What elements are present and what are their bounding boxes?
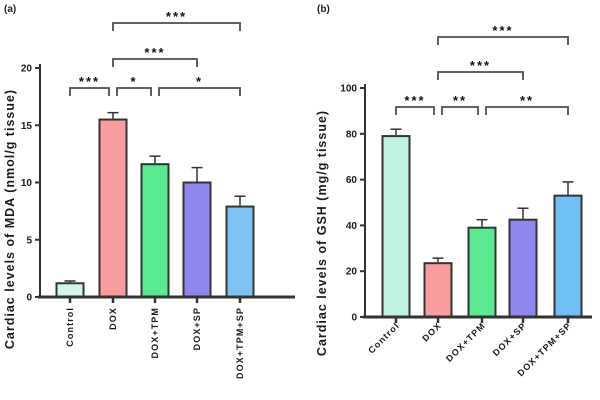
sig-stars: **: [520, 93, 534, 108]
sig-bracket: [441, 106, 479, 115]
x-category-label-Control: Control: [65, 307, 75, 347]
bar-DOX+SP: [182, 181, 212, 298]
sig-stars: ***: [79, 74, 100, 89]
y-tick-label: 15: [21, 121, 33, 132]
sig-bracket: [112, 58, 198, 67]
x-category-label-DOX: DOX: [420, 320, 443, 343]
sig-stars: *: [130, 74, 137, 89]
sig-bracket: [69, 87, 110, 96]
y-tick-label: 10: [21, 178, 33, 189]
bar-DOX+TPM+SP: [553, 194, 583, 319]
sig-stars: ***: [404, 93, 425, 108]
bar-Control: [55, 282, 85, 299]
chart-a-plot-area: 0 5 10 15 20 Control DOX DOX+TPM DOX+SP DOX+TPM+S…: [21, 9, 295, 379]
x-category-label-DOX+SP: DOX+SP: [491, 320, 529, 358]
chart-a: (a) Cardiac levels of MDA (nmol/g tissue…: [3, 4, 295, 379]
sig-stars: ***: [492, 23, 513, 38]
sig-bracket: [395, 106, 435, 115]
x-category-label-DOX: DOX: [108, 307, 118, 330]
sig-bracket: [485, 106, 569, 115]
x-category-label-DOX+TPM+SP: DOX+TPM+SP: [235, 307, 245, 379]
bar-DOX+SP: [508, 218, 538, 318]
sig-bracket: [158, 87, 241, 96]
sig-bracket: [437, 36, 569, 45]
bar-DOX+TPM+SP: [225, 205, 255, 298]
y-tick-label: 100: [340, 84, 357, 95]
x-category-label-DOX+TPM: DOX+TPM: [444, 320, 487, 363]
bar-DOX: [423, 262, 453, 318]
chart-a-y-axis-title: Cardiac levels of MDA (nmol/g tissue): [3, 89, 17, 349]
x-category-label-Control: Control: [366, 320, 401, 355]
y-tick-label: 40: [346, 221, 358, 232]
sig-stars: *: [196, 74, 203, 89]
x-category-label-DOX+TPM: DOX+TPM: [150, 307, 160, 358]
sig-stars: ***: [470, 58, 491, 73]
bar-DOX+TPM: [140, 163, 170, 298]
y-tick-label: 20: [346, 267, 358, 278]
bar-DOX+TPM: [467, 226, 497, 318]
y-tick-label: 0: [351, 313, 357, 324]
sig-bracket: [116, 87, 152, 96]
y-tick-label: 80: [346, 129, 358, 140]
sig-stars: ***: [144, 45, 165, 60]
bar-DOX: [98, 118, 128, 299]
sig-stars: **: [453, 93, 467, 108]
panel-label-a: (a): [4, 4, 16, 15]
sig-bracket: [112, 22, 241, 31]
y-tick-label: 0: [26, 293, 32, 304]
x-category-label-DOX+SP: DOX+SP: [192, 307, 202, 350]
y-tick-label: 60: [346, 175, 358, 186]
sig-bracket: [437, 71, 524, 80]
bar-Control: [381, 135, 411, 318]
panel-label-b: (b): [317, 4, 330, 15]
y-tick-label: 5: [26, 235, 32, 246]
y-tick-label: 20: [21, 64, 33, 75]
sig-stars: ***: [166, 9, 187, 24]
chart-b: (b) Cardiac levels of GSH (mg/g tissue) …: [315, 4, 592, 378]
chart-b-y-axis-title: Cardiac levels of GSH (mg/g tissue): [315, 110, 329, 356]
